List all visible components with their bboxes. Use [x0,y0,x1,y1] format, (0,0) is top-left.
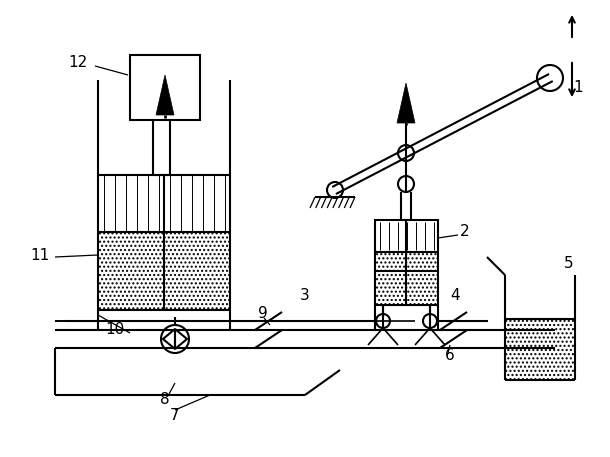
Text: 9: 9 [258,305,268,320]
Text: 3: 3 [300,287,310,303]
Text: 4: 4 [450,287,459,303]
Text: 2: 2 [460,224,470,239]
Bar [130,55,200,120]
Text: 8: 8 [160,393,170,408]
Text: 12: 12 [68,55,87,70]
Bar [98,232,230,310]
Text: 6: 6 [445,349,454,363]
Bar [505,319,575,380]
Bar [375,252,438,271]
Text: 5: 5 [564,255,573,271]
Text: 7: 7 [170,408,179,423]
Text: 1: 1 [573,80,583,96]
Bar [375,271,438,305]
Polygon shape [156,75,174,115]
Bar [375,220,438,305]
Text: 10: 10 [105,323,124,338]
Polygon shape [397,83,415,123]
Text: 11: 11 [30,248,49,262]
